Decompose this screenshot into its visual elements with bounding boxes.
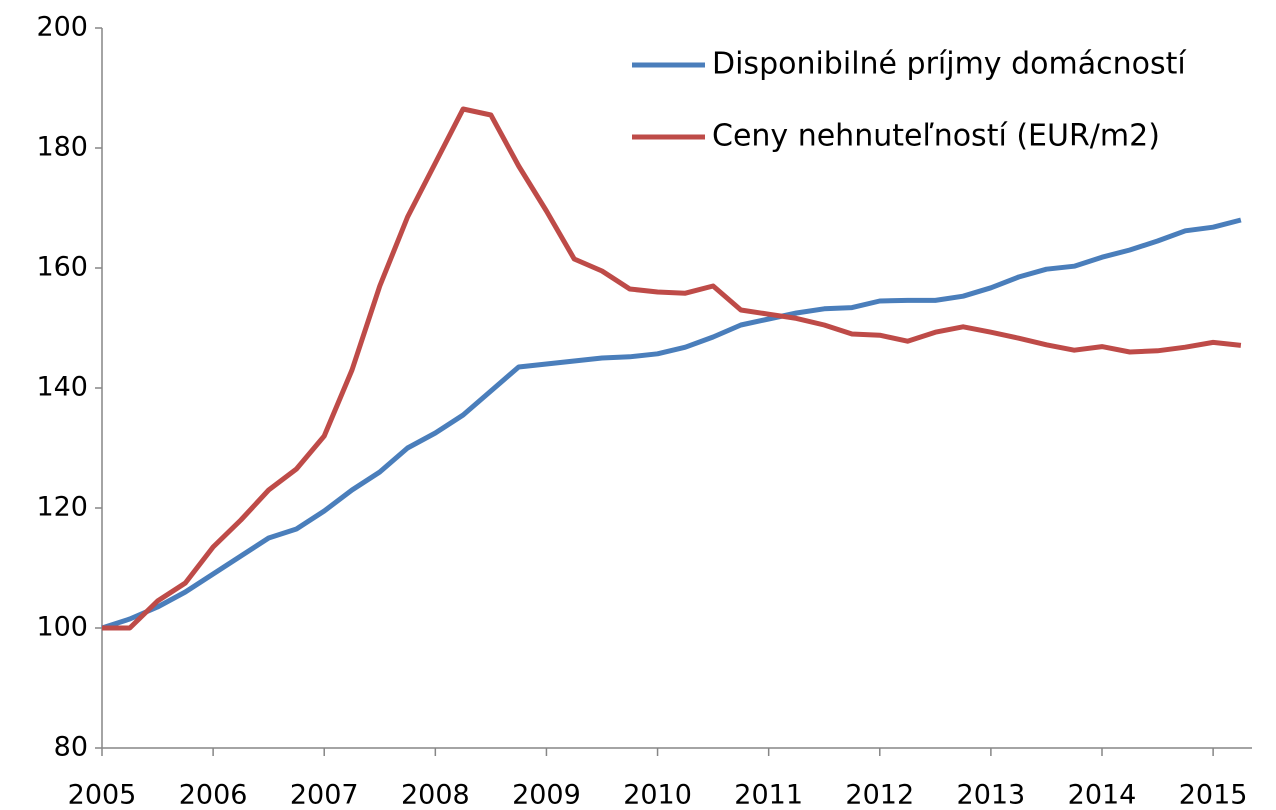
y-tick-label: 160 [36,252,88,283]
y-tick-label: 180 [36,132,88,163]
y-tick-label: 100 [36,612,88,643]
x-tick-label: 2005 [68,780,137,810]
x-tick-label: 2012 [845,780,914,810]
y-tick-label: 120 [36,492,88,523]
legend-label: Disponibilné príjmy domácností [712,47,1187,82]
y-tick-label: 140 [36,372,88,403]
x-tick-label: 2013 [957,780,1026,810]
x-tick-label: 2015 [1179,780,1248,810]
x-tick-label: 2010 [623,780,692,810]
x-tick-label: 2006 [179,780,248,810]
y-tick-label: 200 [36,12,88,43]
series-line [101,217,1242,631]
legend-label: Ceny nehnuteľností (EUR/m2) [712,119,1160,154]
x-tick-label: 2014 [1068,780,1137,810]
x-tick-label: 2009 [512,780,581,810]
series-line [102,106,1242,631]
x-tick-label: 2011 [734,780,803,810]
x-tick-label: 2008 [401,780,470,810]
y-tick-label: 80 [54,732,88,763]
x-tick-label: 2007 [290,780,359,810]
